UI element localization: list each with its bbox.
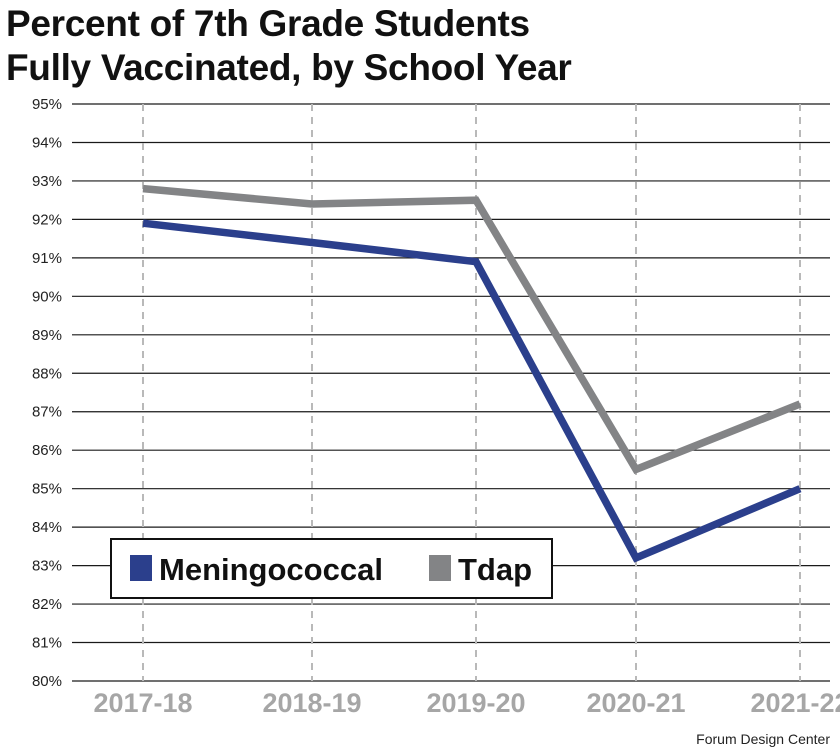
y-tick-label: 88%: [32, 365, 62, 382]
y-axis-tick-labels: 95% 94% 93% 92% 91% 90% 89% 88% 87% 86% 85% 84% 83% 8…: [32, 96, 62, 690]
y-tick-label: 84%: [32, 519, 62, 536]
chart-title: Percent of 7th Grade Students Fully Vacc…: [6, 2, 572, 90]
y-tick-label: 87%: [32, 404, 62, 421]
y-tick-label: 80%: [32, 673, 62, 690]
x-tick-label: 2019-20: [426, 688, 525, 718]
series-line-meningococcal: [142, 219, 802, 563]
x-tick-label: 2018-19: [262, 688, 361, 718]
chart-title-line-2: Fully Vaccinated, by School Year: [6, 47, 572, 88]
y-tick-label: 83%: [32, 558, 62, 575]
legend-swatch-tdap: [429, 555, 451, 581]
y-tick-label: 81%: [32, 635, 62, 652]
y-tick-label: 94%: [32, 134, 62, 151]
y-tick-label: 82%: [32, 596, 62, 613]
grid: [72, 103, 830, 682]
y-tick-label: 92%: [32, 211, 62, 228]
y-tick-label: 90%: [32, 288, 62, 305]
y-tick-label: 93%: [32, 173, 62, 190]
series-lines: [142, 184, 802, 563]
legend: Meningococcal Tdap: [110, 538, 553, 599]
legend-label-meningococcal: Meningococcal: [159, 552, 383, 587]
legend-label-tdap: Tdap: [458, 552, 532, 587]
legend-box: [110, 538, 553, 599]
source-credit: Forum Design Center: [696, 731, 830, 747]
x-tick-label: 2021-22: [750, 688, 840, 718]
y-tick-label: 86%: [32, 442, 62, 459]
y-tick-label: 95%: [32, 96, 62, 113]
y-tick-label: 85%: [32, 481, 62, 498]
y-tick-label: 91%: [32, 250, 62, 267]
x-axis-tick-labels: 2017-18 2018-19 2019-20 2020-21 2021-22: [93, 688, 840, 718]
x-tick-label: 2017-18: [93, 688, 192, 718]
legend-swatch-meningococcal: [130, 555, 152, 581]
x-tick-label: 2020-21: [586, 688, 685, 718]
y-tick-label: 89%: [32, 327, 62, 344]
chart-title-line-1: Percent of 7th Grade Students: [6, 3, 530, 44]
